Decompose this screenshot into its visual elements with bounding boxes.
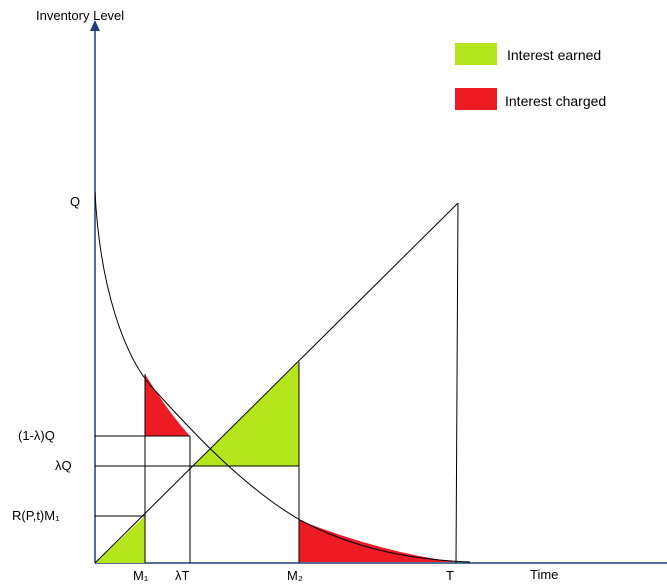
legend-swatch-earned	[455, 43, 497, 65]
decay-curve	[94, 191, 471, 563]
x-axis-label: Time	[530, 567, 558, 582]
y-label-q: Q	[70, 194, 80, 209]
x-label-m1: M₁	[133, 568, 149, 583]
y-axis-label: Inventory Level	[36, 8, 124, 23]
legend-label-charged: Interest charged	[505, 93, 606, 109]
y-axis-arrow	[90, 20, 100, 31]
legend-label-earned: Interest earned	[507, 47, 601, 63]
drop-line-t	[455, 202, 459, 564]
rising-line	[94, 202, 459, 564]
x-label-lambda-t: λT	[175, 568, 190, 583]
legend-swatch-charged	[455, 88, 497, 110]
y-label-lambda-q: λQ	[55, 458, 72, 473]
interest-charged-region-2	[299, 520, 455, 562]
y-label-rpt-m1: R(P,t)M₁	[12, 508, 60, 523]
x-label-t: T	[446, 568, 454, 583]
y-label-one-minus-lambda-q: (1-λ)Q	[18, 428, 55, 443]
interest-charged-region-1	[145, 374, 190, 436]
x-label-m2: M₂	[287, 568, 303, 583]
